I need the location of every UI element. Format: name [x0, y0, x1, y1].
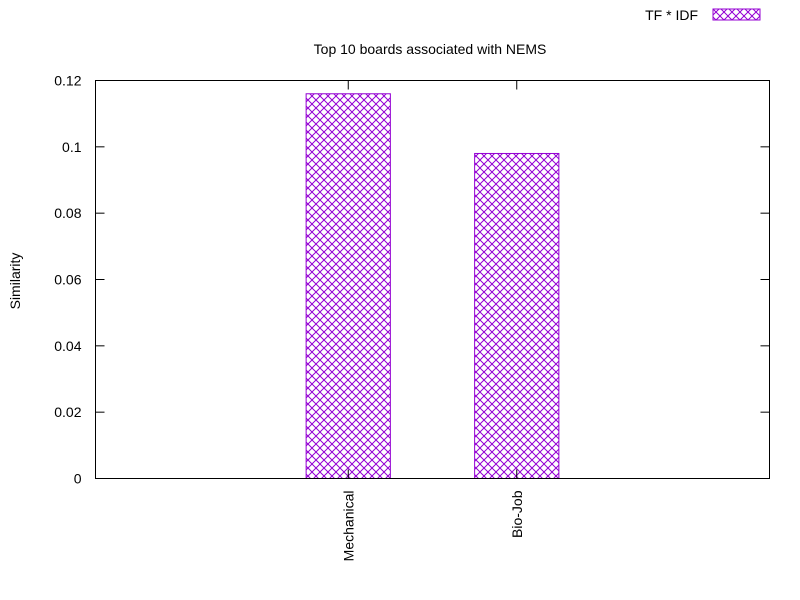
legend-label: TF * IDF: [645, 7, 698, 23]
bars: [305, 93, 560, 480]
x-ticks: Mechanical Bio-Job: [340, 80, 525, 562]
legend-swatch: [712, 8, 761, 21]
y-axis-label: Similarity: [7, 253, 23, 310]
y-tick-label: 0.04: [54, 338, 81, 354]
bar: [474, 152, 560, 479]
plot-frame: [95, 80, 770, 479]
x-tick-label: Bio-Job: [509, 490, 525, 538]
bar: [305, 93, 391, 480]
y-ticks: 0 0.02 0.04 0.06 0.08 0.1 0.12: [54, 73, 770, 487]
y-tick-label: 0.06: [54, 272, 81, 288]
y-tick-label: 0: [74, 471, 82, 487]
y-tick-label: 0.02: [54, 404, 81, 420]
y-tick-label: 0.12: [54, 73, 81, 89]
y-tick-label: 0.08: [54, 205, 81, 221]
legend: TF * IDF: [645, 7, 761, 23]
chart-title: Top 10 boards associated with NEMS: [314, 41, 547, 57]
y-tick-label: 0.1: [62, 139, 82, 155]
x-tick-label: Mechanical: [340, 491, 356, 562]
